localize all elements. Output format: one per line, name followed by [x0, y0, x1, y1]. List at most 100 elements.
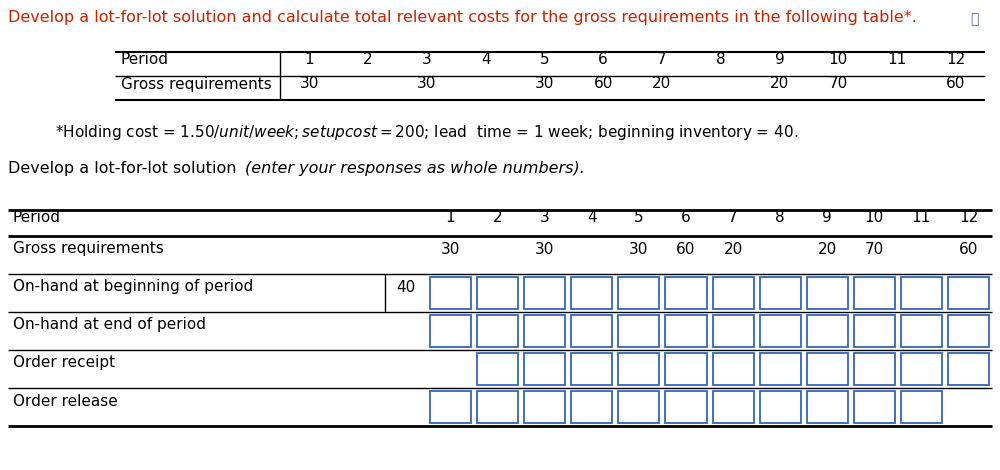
Bar: [618, 391, 659, 423]
Bar: [948, 353, 989, 385]
Bar: [618, 277, 659, 309]
Bar: [618, 353, 659, 385]
Bar: [901, 353, 942, 385]
Text: 12: 12: [959, 210, 978, 225]
Bar: [430, 315, 471, 347]
Text: 20: 20: [818, 242, 837, 257]
Bar: [477, 277, 518, 309]
Text: 2: 2: [493, 210, 502, 225]
Text: (enter your responses as whole numbers).: (enter your responses as whole numbers).: [245, 161, 585, 176]
Bar: [477, 353, 518, 385]
Text: 11: 11: [912, 210, 931, 225]
Text: Develop a lot-for-lot solution: Develop a lot-for-lot solution: [8, 161, 242, 176]
Bar: [712, 315, 754, 347]
Bar: [901, 391, 942, 423]
Bar: [524, 391, 565, 423]
Text: Period: Period: [121, 53, 169, 68]
Bar: [712, 391, 754, 423]
Text: 7: 7: [657, 53, 667, 68]
Bar: [948, 277, 989, 309]
Bar: [524, 353, 565, 385]
Text: 10: 10: [828, 53, 848, 68]
Text: 12: 12: [946, 53, 965, 68]
Text: 20: 20: [652, 77, 672, 92]
Text: 11: 11: [887, 53, 906, 68]
Bar: [712, 353, 754, 385]
Bar: [760, 277, 801, 309]
Bar: [854, 353, 895, 385]
Text: Develop a lot-for-lot solution and calculate total relevant costs for the gross : Develop a lot-for-lot solution and calcu…: [8, 10, 917, 25]
Bar: [807, 353, 848, 385]
Text: 6: 6: [681, 210, 691, 225]
Bar: [477, 315, 518, 347]
Text: 30: 30: [441, 242, 460, 257]
Text: *Holding cost = $1.50/unit/week; setup  cost = $200; lead  time = 1 week; beginn: *Holding cost = $1.50/unit/week; setup c…: [55, 123, 798, 142]
Text: Gross requirements: Gross requirements: [121, 77, 272, 92]
Text: 8: 8: [716, 53, 725, 68]
Text: 30: 30: [629, 242, 649, 257]
Bar: [571, 391, 612, 423]
Text: ⧉: ⧉: [970, 12, 978, 26]
Text: 60: 60: [593, 77, 613, 92]
Bar: [712, 277, 754, 309]
Bar: [524, 277, 565, 309]
Text: 4: 4: [481, 53, 490, 68]
Bar: [901, 315, 942, 347]
Text: 4: 4: [587, 210, 597, 225]
Text: 8: 8: [775, 210, 785, 225]
Text: 60: 60: [946, 77, 965, 92]
Bar: [807, 315, 848, 347]
Bar: [807, 277, 848, 309]
Text: 1: 1: [305, 53, 314, 68]
Text: 6: 6: [598, 53, 608, 68]
Text: 30: 30: [300, 77, 319, 92]
Text: 40: 40: [396, 280, 416, 295]
Text: Gross requirements: Gross requirements: [13, 242, 164, 257]
Text: On-hand at beginning of period: On-hand at beginning of period: [13, 280, 253, 295]
Text: Order receipt: Order receipt: [13, 355, 115, 370]
Bar: [665, 391, 707, 423]
Text: 30: 30: [535, 77, 554, 92]
Text: 10: 10: [865, 210, 884, 225]
Text: 7: 7: [728, 210, 738, 225]
Text: 60: 60: [676, 242, 696, 257]
Text: 20: 20: [770, 77, 789, 92]
Text: 70: 70: [865, 242, 884, 257]
Bar: [760, 353, 801, 385]
Bar: [948, 315, 989, 347]
Bar: [854, 277, 895, 309]
Bar: [760, 315, 801, 347]
Bar: [430, 277, 471, 309]
Bar: [477, 391, 518, 423]
Bar: [901, 277, 942, 309]
Text: On-hand at end of period: On-hand at end of period: [13, 318, 206, 332]
Bar: [665, 277, 707, 309]
Text: 9: 9: [774, 53, 784, 68]
Bar: [665, 315, 707, 347]
Text: Period: Period: [13, 210, 61, 225]
Bar: [807, 391, 848, 423]
Text: 5: 5: [540, 53, 549, 68]
Bar: [665, 353, 707, 385]
Text: 30: 30: [535, 242, 554, 257]
Bar: [854, 391, 895, 423]
Text: 60: 60: [959, 242, 978, 257]
Bar: [571, 315, 612, 347]
Text: 30: 30: [417, 77, 437, 92]
Text: 5: 5: [634, 210, 644, 225]
Bar: [524, 315, 565, 347]
Bar: [760, 391, 801, 423]
Text: 3: 3: [422, 53, 432, 68]
Bar: [571, 353, 612, 385]
Text: 1: 1: [446, 210, 455, 225]
Bar: [854, 315, 895, 347]
Text: 3: 3: [540, 210, 550, 225]
Text: 9: 9: [822, 210, 832, 225]
Bar: [571, 277, 612, 309]
Text: Order release: Order release: [13, 393, 118, 408]
Bar: [618, 315, 659, 347]
Bar: [430, 391, 471, 423]
Text: 70: 70: [828, 77, 848, 92]
Text: 2: 2: [363, 53, 373, 68]
Text: 20: 20: [723, 242, 743, 257]
